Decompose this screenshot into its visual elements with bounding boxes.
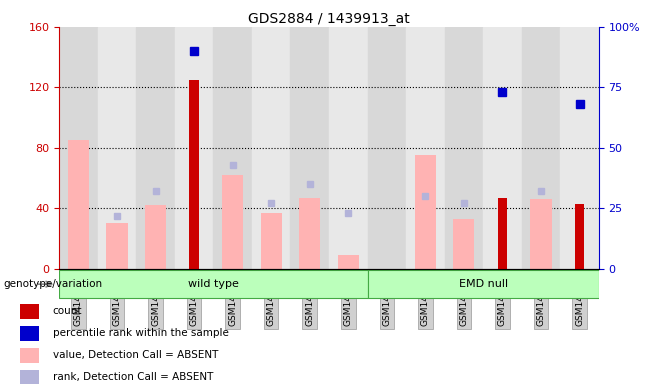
Bar	[329, 27, 368, 269]
Bar	[98, 27, 136, 269]
Text: percentile rank within the sample: percentile rank within the sample	[53, 328, 228, 338]
FancyBboxPatch shape	[59, 270, 368, 298]
Bar	[290, 27, 329, 269]
Bar	[68, 140, 89, 269]
Bar	[522, 27, 560, 269]
Bar	[445, 27, 483, 269]
Text: EMD null: EMD null	[459, 279, 508, 289]
Bar	[497, 198, 507, 269]
Bar	[20, 348, 39, 363]
Bar	[59, 27, 98, 269]
Bar	[574, 204, 584, 269]
Bar	[530, 199, 551, 269]
Bar	[406, 27, 445, 269]
Bar	[415, 156, 436, 269]
Bar	[368, 27, 406, 269]
Bar	[261, 213, 282, 269]
Bar	[252, 27, 290, 269]
Bar	[483, 27, 522, 269]
Bar	[107, 223, 128, 269]
Bar	[20, 326, 39, 341]
Bar	[20, 370, 39, 384]
Text: count: count	[53, 306, 82, 316]
Text: value, Detection Call = ABSENT: value, Detection Call = ABSENT	[53, 350, 218, 360]
Bar	[175, 27, 213, 269]
FancyBboxPatch shape	[368, 270, 599, 298]
Bar	[453, 219, 474, 269]
Text: rank, Detection Call = ABSENT: rank, Detection Call = ABSENT	[53, 372, 213, 382]
Bar	[136, 27, 175, 269]
Bar	[222, 175, 243, 269]
Text: wild type: wild type	[188, 279, 239, 289]
Bar	[299, 198, 320, 269]
Bar	[145, 205, 166, 269]
Bar	[560, 27, 599, 269]
Bar	[338, 255, 359, 269]
Bar	[213, 27, 252, 269]
Text: genotype/variation: genotype/variation	[3, 279, 103, 289]
Bar	[190, 80, 199, 269]
Title: GDS2884 / 1439913_at: GDS2884 / 1439913_at	[248, 12, 410, 26]
Bar	[20, 304, 39, 319]
